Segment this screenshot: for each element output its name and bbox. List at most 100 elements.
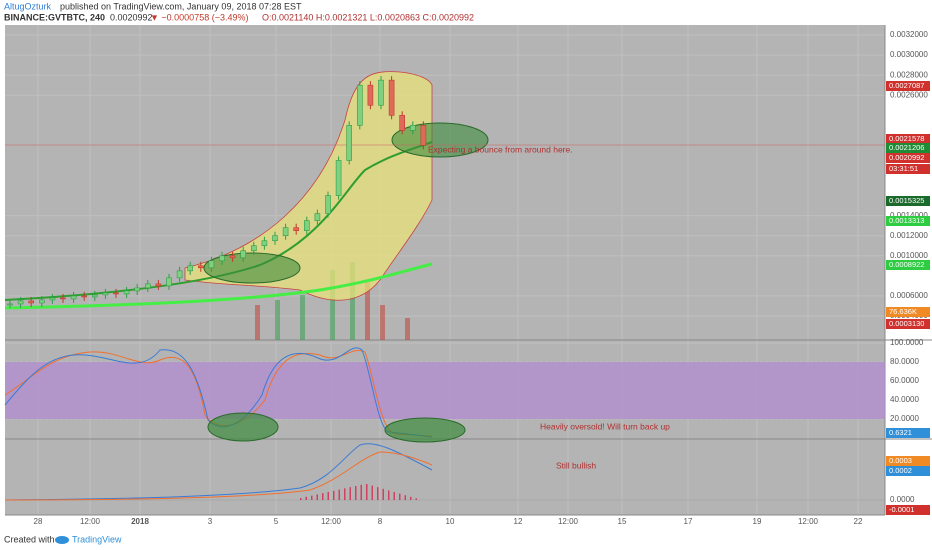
- price-badge: [886, 505, 930, 515]
- histogram-bar: [393, 492, 395, 500]
- x-tick-label: 12:00: [80, 517, 101, 526]
- price-badge: [886, 466, 930, 476]
- candle: [38, 299, 45, 304]
- histogram-bar: [371, 485, 373, 500]
- x-tick-label: 12:00: [798, 517, 819, 526]
- moving-average-long: [4, 262, 433, 310]
- candle: [346, 125, 353, 161]
- candle: [314, 213, 321, 221]
- change: ▼ −0.0000758 (−3.49%): [150, 12, 248, 22]
- x-tick-label: 15: [618, 517, 627, 526]
- macd-histogram: [300, 484, 417, 500]
- y-tick-label: 0.0012000: [890, 231, 928, 240]
- candle: [7, 303, 13, 306]
- price-badge: [886, 134, 930, 144]
- volume-bar: [350, 262, 355, 340]
- candle: [60, 297, 66, 300]
- x-tick-label: 28: [34, 517, 43, 526]
- x-tick-label: 12:00: [558, 517, 579, 526]
- x-tick-label: 5: [274, 517, 279, 526]
- candle: [81, 295, 87, 298]
- histogram-bar: [300, 498, 302, 500]
- price-badge-label: 0.0020992: [889, 153, 924, 162]
- candle: [219, 255, 225, 262]
- histogram-bar: [344, 488, 346, 500]
- price-badge: [886, 143, 930, 153]
- y-tick-label: 0.0000: [890, 495, 915, 504]
- published: published on TradingView.com, January 09…: [60, 1, 302, 11]
- histogram-bar: [388, 490, 390, 500]
- histogram-bar: [366, 484, 368, 500]
- price-badge: [886, 164, 930, 174]
- annotation: Still bullish: [556, 460, 596, 470]
- price-badge-label: -0.0001: [889, 505, 914, 514]
- histogram-bar: [305, 496, 307, 500]
- volume-bar: [380, 305, 385, 340]
- histogram-bar: [322, 493, 324, 500]
- price-badge: [886, 428, 930, 438]
- candle: [282, 227, 289, 237]
- price-badge-label: 0.0027087: [889, 81, 924, 90]
- price-badge: [886, 153, 930, 163]
- chart-area: [5, 25, 885, 515]
- candle: [187, 265, 193, 272]
- candle: [229, 255, 236, 259]
- footer: [0, 530, 932, 550]
- candle: [102, 292, 109, 296]
- candle: [261, 240, 268, 247]
- y-tick-label: 0.0026000: [890, 90, 928, 99]
- highlight-ellipse: [203, 252, 301, 284]
- candles: [7, 76, 427, 308]
- price-badge-label: 0.0021578: [889, 134, 924, 143]
- x-tick-label: 3: [208, 517, 213, 526]
- candle: [123, 290, 130, 295]
- candle: [28, 300, 35, 304]
- candle: [166, 277, 172, 287]
- candle: [378, 79, 384, 106]
- ohlc: O:0.0021140 H:0.0021321 L:0.0020863 C:0.…: [262, 12, 474, 22]
- x-tick-label: 2018: [131, 517, 149, 526]
- price-badge-label: 0.0008922: [889, 260, 924, 269]
- y-tick-label: 80.0000: [890, 357, 919, 366]
- x-tick-label: 22: [854, 517, 863, 526]
- histogram-bar: [377, 487, 379, 500]
- price-badge: [886, 319, 930, 329]
- annotation: Heavily oversold! Will turn back up: [540, 421, 670, 431]
- volume-bar: [365, 280, 370, 340]
- volume-bar: [275, 300, 280, 340]
- x-tick-label: 19: [753, 517, 762, 526]
- candle: [92, 294, 98, 298]
- logo: [55, 536, 69, 544]
- volume-bar: [405, 318, 410, 340]
- histogram-bar: [327, 492, 329, 500]
- author[interactable]: AltugOzturk: [4, 1, 52, 11]
- footer-text: Created with: [4, 534, 55, 544]
- histogram-bar: [355, 486, 357, 500]
- y-tick-label: 60.0000: [890, 376, 919, 385]
- candle: [251, 245, 257, 252]
- histogram-bar: [333, 490, 335, 500]
- price-badge: [886, 216, 930, 226]
- candle: [113, 292, 119, 295]
- candle: [240, 250, 246, 259]
- y-tick-label: 0.0006000: [890, 291, 928, 300]
- brand[interactable]: TradingView: [72, 534, 122, 544]
- candle: [335, 160, 342, 196]
- candle: [409, 125, 416, 131]
- last-price: 0.0020992: [110, 12, 153, 22]
- histogram-bar: [360, 484, 362, 500]
- y-tick-label: 0.0014000: [890, 211, 928, 220]
- moving-average: [4, 141, 433, 301]
- price-badge-label: 76.636K: [889, 307, 917, 316]
- histogram-bar: [349, 487, 351, 500]
- price-badge-label: 0.0021206: [889, 143, 924, 152]
- y-tick-label: 100.0000: [890, 338, 924, 347]
- annotation: Expecting a bounce from around here.: [428, 144, 573, 154]
- histogram-bar: [338, 489, 340, 500]
- bollinger-band: [184, 71, 433, 301]
- candle: [325, 195, 331, 214]
- macd-line: [4, 443, 433, 501]
- price-badge-label: 03:31:51: [889, 164, 918, 173]
